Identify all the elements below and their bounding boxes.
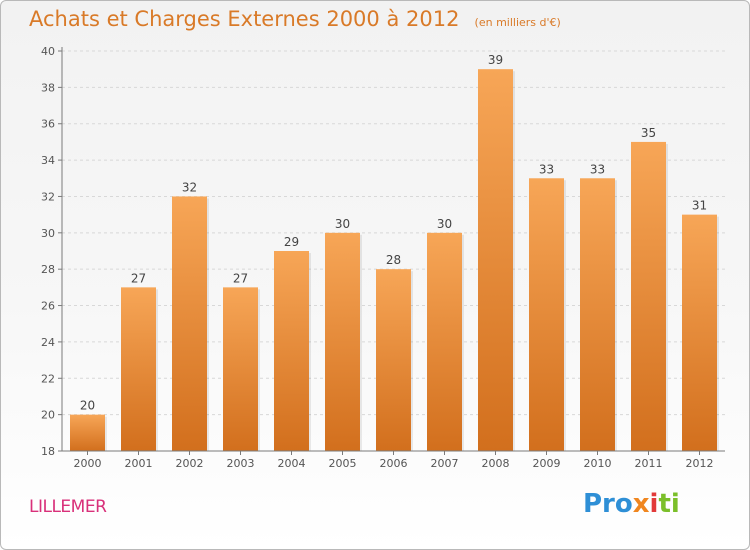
x-tick-label-2010: 2010 [584, 457, 612, 470]
bar-2002 [172, 196, 207, 451]
data-label-2007: 30 [437, 217, 452, 231]
y-tick-label: 24 [41, 336, 55, 349]
labels: 18 20 22 24 26 28 30 32 34 36 38 40 20 2000 27 2001 32 20… [41, 45, 714, 470]
chart-subtitle: (en milliers d'€) [474, 16, 561, 29]
y-tick-label: 40 [41, 45, 55, 58]
y-tick-label: 32 [41, 190, 55, 203]
data-label-2005: 30 [335, 217, 350, 231]
data-label-2001: 27 [131, 271, 146, 285]
x-tick-label-2001: 2001 [125, 457, 153, 470]
data-label-2006: 28 [386, 253, 401, 267]
data-label-2003: 27 [233, 271, 248, 285]
bar-2012 [682, 214, 717, 451]
x-tick-label-2011: 2011 [635, 457, 663, 470]
axes [58, 47, 725, 455]
chart-header: Achats et Charges Externes 2000 à 2012 (… [29, 7, 561, 31]
bar-2005 [325, 232, 360, 451]
x-tick-label-2004: 2004 [278, 457, 306, 470]
x-tick-label-2005: 2005 [329, 457, 357, 470]
data-label-2009: 33 [539, 162, 554, 176]
x-tick-label-2000: 2000 [74, 457, 102, 470]
bar-2004 [274, 251, 309, 451]
y-tick-label: 18 [41, 445, 55, 458]
bar-2001 [121, 287, 156, 451]
x-tick-label-2003: 2003 [227, 457, 255, 470]
data-label-2004: 29 [284, 235, 299, 249]
bar-2006 [376, 269, 411, 451]
proxiti-logo: Proxiti [583, 489, 680, 519]
x-tick-label-2006: 2006 [380, 457, 408, 470]
y-tick-label: 28 [41, 263, 55, 276]
y-tick-label: 38 [41, 81, 55, 94]
chart-title: Achats et Charges Externes 2000 à 2012 [29, 7, 460, 31]
commune-name: LILLEMER [29, 497, 107, 517]
x-tick-label-2009: 2009 [533, 457, 561, 470]
y-tick-label: 20 [41, 409, 55, 422]
bars [70, 69, 719, 452]
x-tick-label-2012: 2012 [686, 457, 714, 470]
bar-2007 [427, 232, 462, 451]
x-tick-label-2008: 2008 [482, 457, 510, 470]
y-tick-label: 26 [41, 300, 55, 313]
y-tick-label: 36 [41, 118, 55, 131]
x-tick-label-2007: 2007 [431, 457, 459, 470]
y-tick-label: 34 [41, 154, 55, 167]
bar-2010 [580, 178, 615, 452]
data-label-2008: 39 [488, 53, 503, 67]
data-label-2011: 35 [641, 126, 656, 140]
y-tick-label: 30 [41, 227, 55, 240]
y-tick-label: 22 [41, 372, 55, 385]
bar-2003 [223, 287, 258, 451]
bar-2011 [631, 141, 666, 451]
x-tick-label-2002: 2002 [176, 457, 204, 470]
data-label-2000: 20 [80, 399, 95, 413]
bar-2009 [529, 178, 564, 452]
bar-2000 [70, 414, 105, 451]
data-label-2010: 33 [590, 162, 605, 176]
data-label-2012: 31 [692, 199, 707, 213]
data-label-2002: 32 [182, 180, 197, 194]
bar-2008 [478, 69, 513, 451]
